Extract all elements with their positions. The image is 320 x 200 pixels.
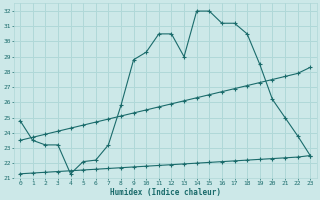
X-axis label: Humidex (Indice chaleur): Humidex (Indice chaleur) [110,188,220,197]
